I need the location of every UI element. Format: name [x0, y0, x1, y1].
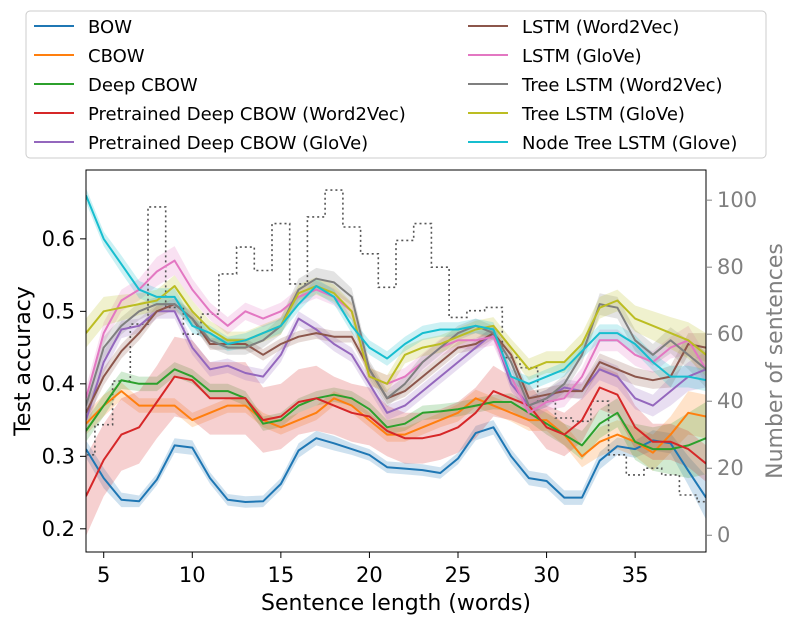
legend-label: Tree LSTM (GloVe): [521, 104, 685, 125]
x-tick-label: 10: [179, 563, 206, 587]
y2-tick-label: 0: [717, 523, 730, 547]
x-axis-label: Sentence length (words): [261, 591, 531, 616]
series-line-6: [86, 259, 706, 414]
legend-label: Pretrained Deep CBOW (Word2Vec): [88, 104, 406, 125]
series-line-0: [86, 426, 706, 503]
axes: Sentence length (words) Test accuracy Nu…: [11, 169, 788, 616]
series-line-8: [86, 285, 706, 385]
confidence-band-2: [86, 362, 706, 479]
plot-area: [86, 188, 706, 537]
x-tick-label: 20: [356, 563, 383, 587]
series-line-9: [86, 195, 706, 385]
y-tick-label: 0.2: [42, 517, 75, 541]
legend-label: LSTM (GloVe): [522, 46, 642, 67]
confidence-band-6: [86, 246, 706, 422]
y2-axis-label: Number of sentences: [763, 243, 788, 479]
series-layer: [86, 188, 706, 537]
x-tick-label: 30: [533, 563, 560, 587]
series-line-7: [86, 277, 706, 407]
x-tick-label: 5: [97, 563, 110, 587]
series-line-2: [86, 368, 706, 451]
legend: BOW CBOW Deep CBOW Pretrained Deep CBOW (Wo…: [25, 10, 767, 159]
confidence-band-0: [86, 420, 706, 520]
y-tick-label: 0.4: [42, 372, 75, 396]
y-tick-label: 0.6: [42, 227, 75, 251]
y-tick-label: 0.3: [42, 444, 75, 468]
legend-label: Pretrained Deep CBOW (GloVe): [88, 133, 368, 154]
legend-box: [25, 10, 767, 159]
legend-label: LSTM (Word2Vec): [522, 17, 679, 38]
y2-tick-label: 80: [717, 255, 744, 279]
series-line-3: [86, 375, 706, 497]
plot-frame: [85, 169, 707, 553]
y2-tick-label: 100: [717, 188, 757, 212]
x-tick-label: 35: [622, 563, 649, 587]
series-line-4: [86, 310, 706, 421]
y2-tick-label: 40: [717, 389, 744, 413]
y2-tick-label: 60: [717, 322, 744, 346]
legend-label: BOW: [88, 17, 132, 38]
y-axis-label: Test accuracy: [11, 286, 36, 437]
legend-label: Tree LSTM (Word2Vec): [521, 75, 723, 96]
confidence-band-1: [86, 382, 706, 471]
legend-label: Node Tree LSTM (Glove): [522, 133, 737, 154]
y-tick-label: 0.5: [42, 299, 75, 323]
confidence-band-8: [86, 275, 706, 393]
y2-tick-label: 20: [717, 456, 744, 480]
confidence-band-7: [86, 267, 706, 417]
confidence-band-5: [86, 298, 706, 422]
confidence-band-3: [86, 336, 706, 537]
legend-label: CBOW: [88, 46, 145, 67]
sentence-count-histogram: [86, 189, 706, 503]
x-tick-label: 25: [445, 563, 472, 587]
legend-label: Deep CBOW: [88, 75, 198, 96]
x-tick-label: 15: [267, 563, 294, 587]
